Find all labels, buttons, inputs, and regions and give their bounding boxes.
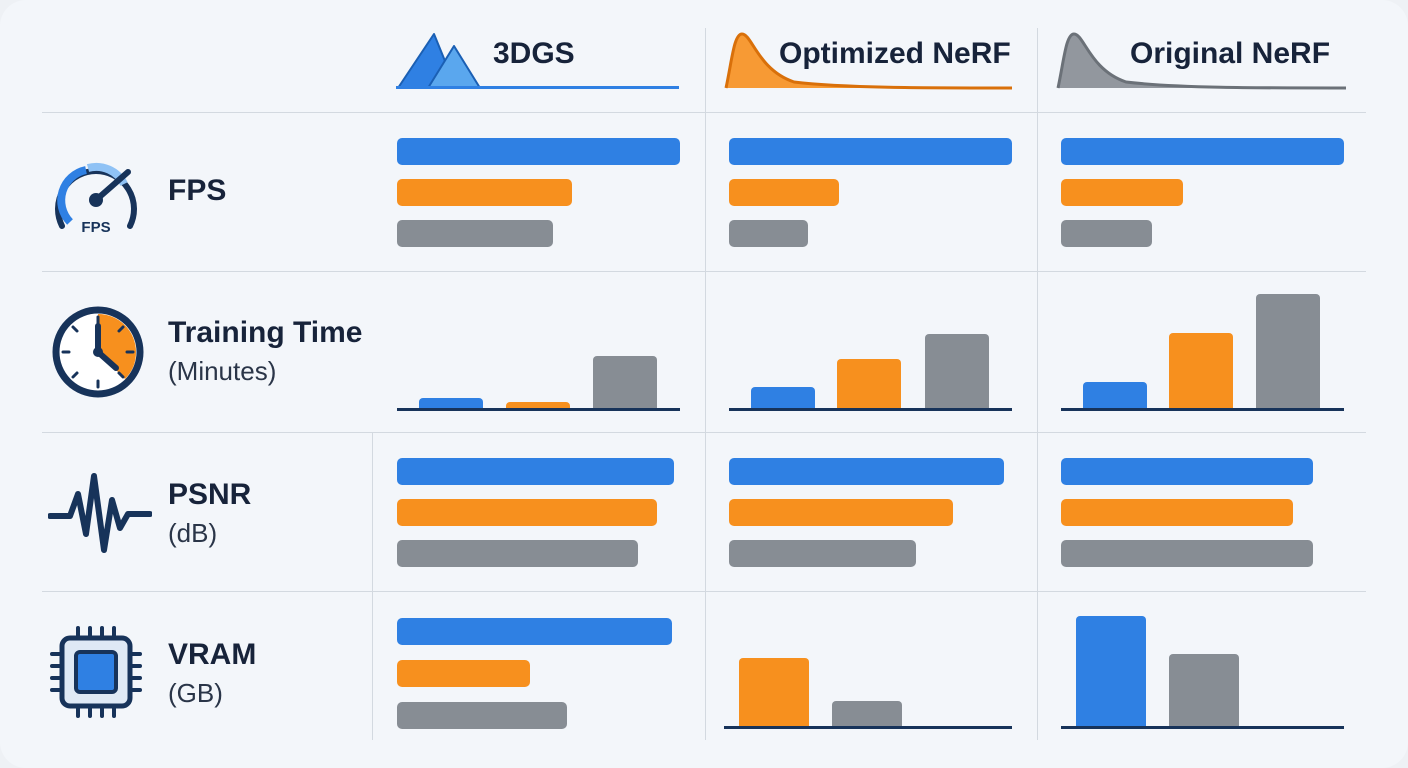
bar xyxy=(593,356,657,408)
bar xyxy=(1061,138,1344,165)
gray-distribution-curve-icon xyxy=(1056,32,1347,90)
bar xyxy=(397,702,567,729)
header-3dgs-label: 3DGS xyxy=(493,37,575,70)
waveform-icon xyxy=(48,473,152,553)
bar xyxy=(397,220,553,247)
bar xyxy=(397,499,657,526)
metric-vram-title: VRAM xyxy=(168,638,257,671)
bar xyxy=(837,359,901,408)
metric-training-time-subtitle: (Minutes) xyxy=(168,356,277,386)
bar xyxy=(397,138,680,165)
mountain-peaks-icon xyxy=(397,33,481,89)
bar xyxy=(397,618,672,645)
chart-baseline xyxy=(1061,408,1344,411)
column-divider xyxy=(372,433,373,740)
metric-training-time-title: Training Time xyxy=(168,316,363,349)
bar xyxy=(1061,458,1313,485)
grid-line xyxy=(42,591,1366,592)
metric-fps-title: FPS xyxy=(168,174,227,207)
bar xyxy=(925,334,989,408)
header-optimized-nerf-label: Optimized NeRF xyxy=(779,37,1011,70)
metric-psnr-title: PSNR xyxy=(168,478,252,511)
bar xyxy=(1061,220,1152,247)
bar xyxy=(729,179,839,206)
chip-icon xyxy=(50,626,142,718)
speedometer-icon: FPS xyxy=(55,162,137,236)
speedometer-icon-label: FPS xyxy=(81,219,110,236)
metric-psnr-subtitle: (dB) xyxy=(168,518,218,548)
column-divider xyxy=(705,28,706,740)
clock-icon xyxy=(52,306,144,398)
chart-baseline xyxy=(729,408,1012,411)
bar xyxy=(751,387,815,408)
bar xyxy=(419,398,483,408)
bar xyxy=(729,220,808,247)
bar xyxy=(1061,540,1313,567)
grid-line xyxy=(42,271,1366,272)
bar xyxy=(1169,654,1239,726)
bar xyxy=(397,540,638,567)
column-divider xyxy=(1037,28,1038,740)
bar xyxy=(1061,179,1183,206)
bar xyxy=(1076,616,1146,726)
bar xyxy=(1256,294,1320,408)
chart-baseline xyxy=(397,408,680,411)
bar xyxy=(1061,499,1293,526)
bar xyxy=(1169,333,1233,408)
chart-baseline xyxy=(1061,726,1344,729)
bar xyxy=(729,499,953,526)
orange-distribution-curve-icon xyxy=(724,32,1013,90)
bar xyxy=(729,458,1004,485)
chart-baseline xyxy=(724,726,1012,729)
bar xyxy=(506,402,570,408)
metric-vram-subtitle: (GB) xyxy=(168,678,223,708)
bar xyxy=(832,701,902,726)
bar xyxy=(397,179,572,206)
header-original-nerf-label: Original NeRF xyxy=(1130,37,1331,70)
bar xyxy=(729,540,916,567)
grid-line xyxy=(42,432,1366,433)
bar xyxy=(397,660,530,687)
bar xyxy=(739,658,809,726)
bar xyxy=(729,138,1012,165)
grid-line xyxy=(42,112,1366,113)
bar xyxy=(397,458,674,485)
header-3dgs-underline xyxy=(396,86,679,89)
bar xyxy=(1083,382,1147,408)
